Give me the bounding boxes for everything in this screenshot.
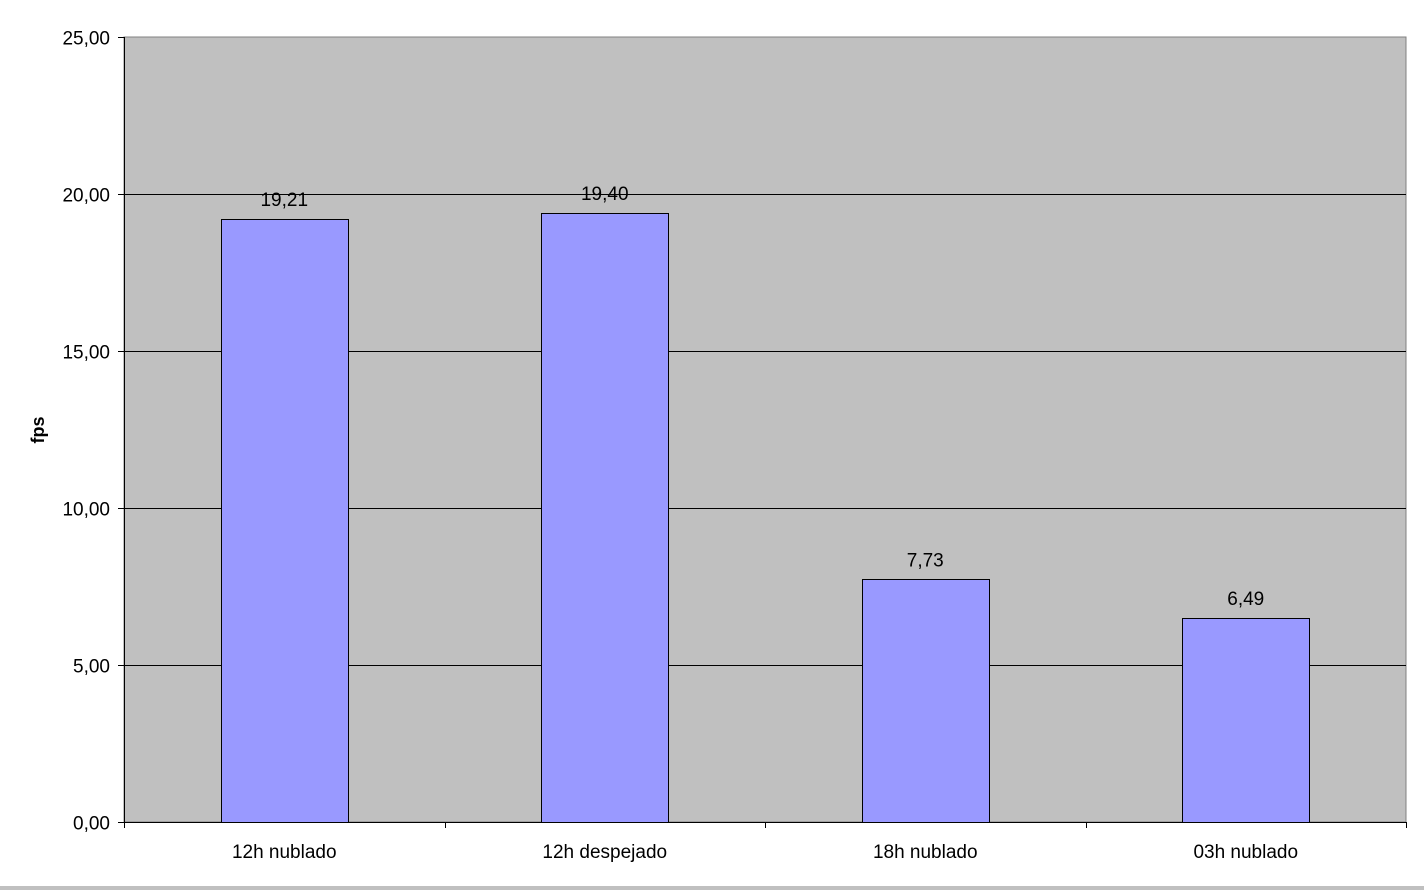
y-tick-label: 15,00 <box>62 343 110 364</box>
y-tick-label: 25,00 <box>62 29 110 50</box>
y-axis-label: fps <box>28 417 48 444</box>
x-tick-label: 12h despejado <box>542 842 667 863</box>
bar <box>1182 618 1310 823</box>
y-tick-label: 0,00 <box>73 814 110 835</box>
x-tick-label: 03h nublado <box>1193 842 1298 863</box>
x-tick-label: 18h nublado <box>873 842 978 863</box>
data-label: 6,49 <box>1227 589 1264 610</box>
y-tick-label: 5,00 <box>73 657 110 678</box>
bar <box>862 579 990 823</box>
bar <box>541 213 669 823</box>
y-tick-label: 10,00 <box>62 500 110 521</box>
bar <box>221 219 349 823</box>
y-tick-label: 20,00 <box>62 186 110 207</box>
data-label: 7,73 <box>907 550 944 571</box>
data-label: 19,40 <box>581 184 629 205</box>
x-tick-label: 12h nublado <box>232 842 337 863</box>
bottom-border <box>0 886 1424 890</box>
data-label: 19,21 <box>260 190 308 211</box>
